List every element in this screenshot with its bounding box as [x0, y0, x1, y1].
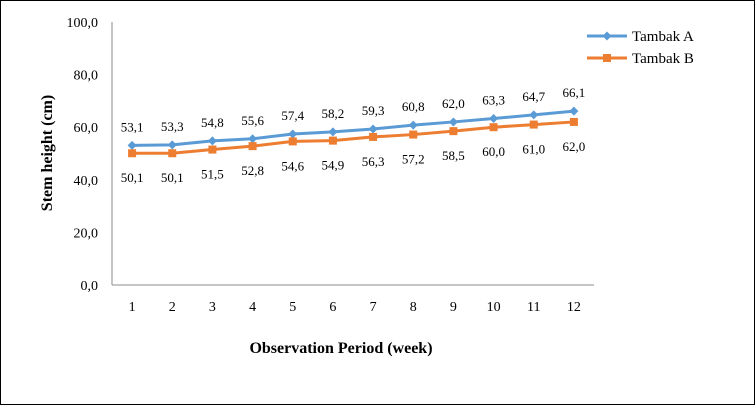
legend-marker-square	[603, 54, 611, 62]
data-point-tambak-b	[529, 120, 538, 129]
data-point-tambak-a	[569, 106, 579, 116]
data-label: 56,3	[362, 154, 385, 169]
series-line-2	[132, 120, 575, 155]
data-point-tambak-a	[167, 140, 177, 150]
data-label: 54,9	[322, 158, 345, 173]
y-tick-label: 80,0	[74, 69, 99, 84]
legend-label: Tambak B	[632, 51, 694, 67]
data-label: 58,5	[442, 148, 465, 163]
x-tick-label: 10	[487, 300, 501, 315]
data-label: 57,2	[402, 152, 425, 167]
data-label: 58,2	[322, 106, 345, 121]
data-point-tambak-b	[489, 123, 498, 132]
y-tick-label: 100,0	[67, 16, 99, 31]
data-label: 61,0	[522, 142, 545, 157]
data-point-tambak-b	[208, 145, 217, 154]
data-label: 50,1	[121, 170, 144, 185]
data-point-tambak-a	[207, 136, 217, 146]
data-label: 60,8	[402, 99, 425, 114]
x-tick-label: 4	[249, 300, 256, 315]
data-point-tambak-a	[368, 124, 378, 134]
y-axis-title: Stem height (cm)	[39, 95, 56, 211]
data-label: 53,1	[121, 119, 144, 134]
data-point-tambak-b	[409, 130, 418, 139]
data-point-tambak-b	[128, 149, 137, 158]
data-label: 55,6	[241, 113, 264, 128]
y-tick-label: 60,0	[74, 121, 99, 136]
data-label: 52,8	[241, 163, 264, 178]
data-label: 51,5	[201, 167, 224, 182]
series-line-1	[132, 109, 575, 147]
data-point-tambak-b	[248, 142, 257, 151]
x-tick-label: 6	[329, 300, 336, 315]
data-point-tambak-a	[288, 129, 298, 139]
data-point-tambak-a	[408, 120, 418, 130]
data-point-tambak-b	[569, 117, 578, 126]
data-point-tambak-a	[248, 134, 258, 144]
data-point-tambak-b	[288, 137, 297, 146]
y-tick-label: 20,0	[74, 226, 99, 241]
x-tick-label: 1	[129, 300, 136, 315]
data-point-tambak-a	[328, 127, 338, 137]
data-label: 57,4	[281, 108, 304, 123]
data-label: 62,0	[442, 96, 465, 111]
y-tick-label: 0,0	[81, 279, 99, 294]
data-point-tambak-a	[448, 117, 458, 127]
x-tick-label: 12	[567, 300, 581, 315]
data-point-tambak-b	[369, 132, 378, 141]
x-tick-label: 5	[289, 300, 296, 315]
x-tick-label: 9	[450, 300, 457, 315]
data-label: 53,3	[161, 119, 184, 134]
legend-label: Tambak A	[632, 29, 694, 45]
data-point-tambak-a	[529, 110, 539, 120]
x-tick-label: 2	[169, 300, 176, 315]
data-label: 54,8	[201, 115, 224, 130]
y-tick-label: 40,0	[74, 174, 99, 189]
data-point-tambak-a	[127, 140, 137, 150]
data-point-tambak-b	[328, 136, 337, 145]
data-point-tambak-b	[449, 127, 458, 136]
legend: Tambak A Tambak B	[587, 29, 694, 67]
data-label: 50,1	[161, 170, 184, 185]
x-tick-label: 11	[527, 300, 540, 315]
data-label: 64,7	[522, 89, 545, 104]
data-point-tambak-b	[168, 149, 177, 158]
x-tick-label: 3	[209, 300, 216, 315]
x-tick-label: 8	[410, 300, 417, 315]
data-label: 66,1	[563, 85, 586, 100]
data-point-tambak-a	[489, 114, 499, 124]
data-label: 62,0	[563, 139, 586, 154]
data-label: 54,6	[281, 158, 304, 173]
data-label: 63,3	[482, 93, 505, 108]
legend-marker-diamond	[602, 31, 612, 41]
data-label: 59,3	[362, 103, 385, 118]
data-label: 60,0	[482, 144, 505, 159]
x-axis-title: Observation Period (week)	[249, 340, 432, 357]
x-tick-label: 7	[370, 300, 377, 315]
